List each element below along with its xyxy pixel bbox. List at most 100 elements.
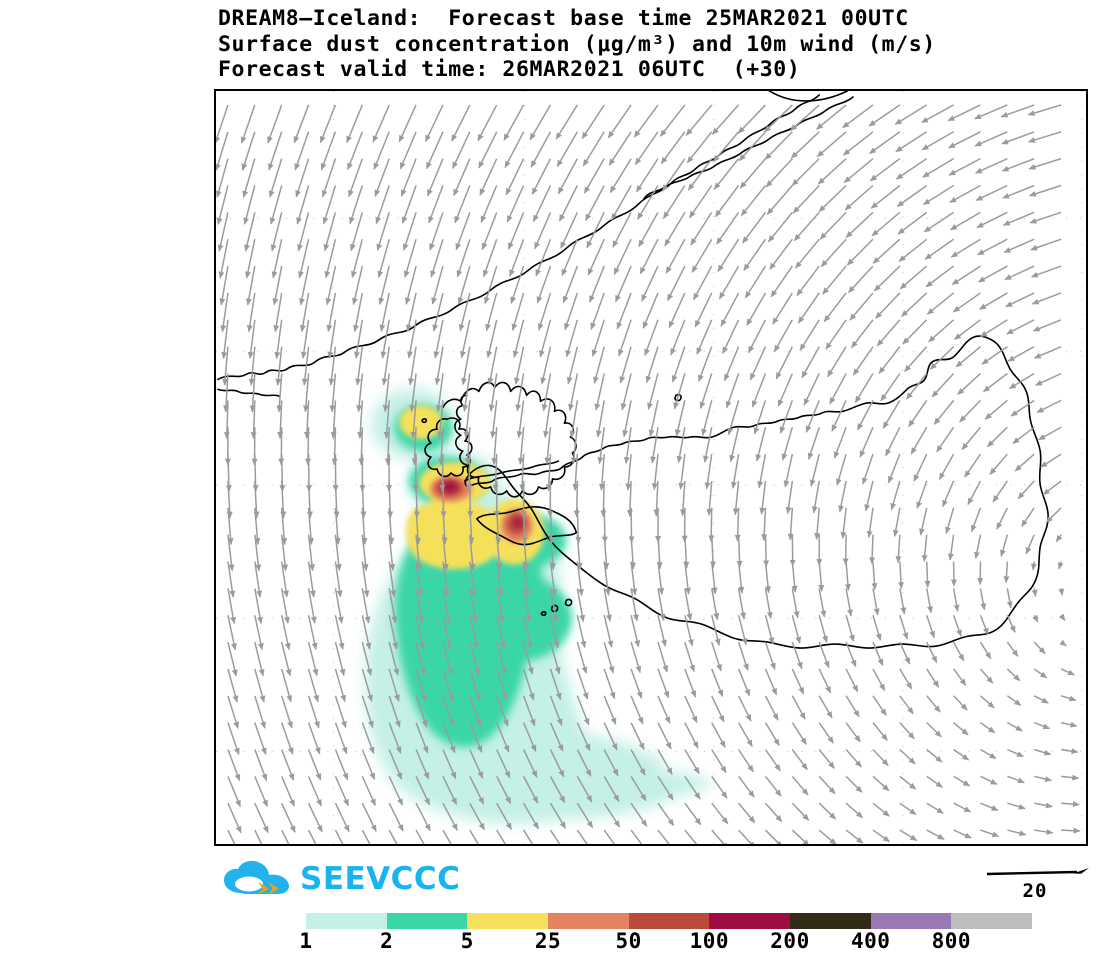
wind-arrow xyxy=(604,669,614,699)
wind-arrow xyxy=(614,239,631,274)
wind-arrow xyxy=(939,454,953,479)
wind-arrow xyxy=(739,830,756,844)
wind-arrow xyxy=(744,239,766,270)
wind-arrow xyxy=(903,320,927,344)
wind-arrow xyxy=(855,373,873,402)
wind-arrow xyxy=(362,830,377,844)
colorbar-tick-label: 400 xyxy=(851,929,890,953)
wind-arrow xyxy=(814,481,819,513)
wind-arrow xyxy=(729,400,739,434)
wind-arrow xyxy=(715,185,738,216)
wind-arrow xyxy=(895,508,900,537)
wind-arrow xyxy=(837,454,846,485)
wind-arrow xyxy=(690,185,712,217)
wind-arrow xyxy=(739,803,755,822)
wind-arrow xyxy=(924,212,953,231)
wind-arrow xyxy=(872,535,873,564)
wind-arrow xyxy=(685,750,699,774)
wind-arrow xyxy=(282,830,296,844)
wind-arrow xyxy=(577,830,593,844)
wind-arrow xyxy=(866,481,873,511)
wind-arrow xyxy=(954,588,958,611)
wind-arrow xyxy=(767,185,792,214)
wind-arrow xyxy=(685,830,702,844)
wind-arrow xyxy=(666,239,685,273)
wind-arrow xyxy=(764,105,792,132)
colorbar-segment xyxy=(951,913,1032,929)
wind-arrow xyxy=(765,830,782,844)
wind-arrow xyxy=(530,105,550,140)
wind-arrow xyxy=(561,212,578,248)
wind-arrow xyxy=(282,750,294,781)
wind-arrow xyxy=(685,669,696,697)
wind-arrow xyxy=(532,159,550,195)
wind-arrow xyxy=(897,185,926,206)
wind-arrow xyxy=(820,212,846,239)
wind-arrow xyxy=(792,669,803,694)
wind-arrow xyxy=(785,454,792,487)
wind-arrow xyxy=(695,293,712,327)
wind-arrow xyxy=(826,320,846,349)
wind-arrow xyxy=(1022,508,1035,527)
wind-arrow xyxy=(979,293,1007,309)
forecast-map[interactable] xyxy=(214,89,1088,846)
wind-arrow xyxy=(824,293,846,322)
wind-arrow xyxy=(478,105,497,141)
wind-arrow xyxy=(980,723,994,733)
wind-arrow xyxy=(821,239,846,266)
wind-arrow xyxy=(1034,803,1052,806)
wind-arrow xyxy=(658,669,669,698)
wind-arrow xyxy=(900,588,905,614)
wind-arrow xyxy=(765,615,772,644)
wind-arrow xyxy=(983,373,1007,391)
wind-arrow xyxy=(778,373,792,406)
wind-arrow xyxy=(738,105,765,133)
wind-arrow xyxy=(587,212,604,247)
wind-arrow xyxy=(634,105,658,137)
wind-arrow xyxy=(662,159,684,191)
wind-arrow xyxy=(1007,320,1034,334)
wind-arrow xyxy=(900,830,917,840)
wind-arrow xyxy=(954,830,972,838)
map-canvas xyxy=(216,91,1086,844)
wind-arrow xyxy=(844,159,873,183)
cloud-icon xyxy=(222,860,294,900)
wind-arrow xyxy=(1061,723,1077,726)
wind-arrow xyxy=(617,293,631,329)
wind-arrow xyxy=(954,723,968,735)
wind-arrow xyxy=(845,185,873,209)
wind-arrow xyxy=(631,669,641,698)
wind-arrow xyxy=(792,642,801,669)
wind-reference-label: 20 xyxy=(985,880,1085,902)
wind-arrow xyxy=(557,132,577,167)
wind-arrow xyxy=(1034,588,1035,596)
wind-arrow xyxy=(765,776,781,796)
wind-arrow xyxy=(1034,642,1045,654)
wind-arrow xyxy=(765,562,768,593)
wind-arrow xyxy=(921,508,927,535)
wind-arrow xyxy=(668,266,685,300)
wind-arrow xyxy=(792,750,807,770)
wind-arrow xyxy=(1003,185,1034,198)
wind-arrow xyxy=(846,669,858,692)
wind-arrow xyxy=(1013,427,1034,443)
wind-arrow xyxy=(739,776,755,797)
wind-arrow xyxy=(874,266,899,291)
wind-arrow xyxy=(783,427,793,460)
wind-arrow xyxy=(832,400,846,431)
wind-arrow xyxy=(792,159,819,186)
wind-arrow xyxy=(765,642,774,669)
wind-arrow xyxy=(819,830,836,844)
wind-arrow xyxy=(980,803,997,810)
wind-arrow xyxy=(1030,212,1061,222)
wind-arrow xyxy=(954,776,970,786)
wind-arrow xyxy=(954,750,969,761)
wind-arrow xyxy=(1007,776,1024,782)
wind-arrow xyxy=(863,454,873,484)
wind-arrow xyxy=(692,239,712,272)
wind-arrow xyxy=(739,669,750,696)
wind-arrow xyxy=(765,696,778,720)
wind-arrow xyxy=(846,588,851,616)
wind-arrow xyxy=(712,750,726,773)
